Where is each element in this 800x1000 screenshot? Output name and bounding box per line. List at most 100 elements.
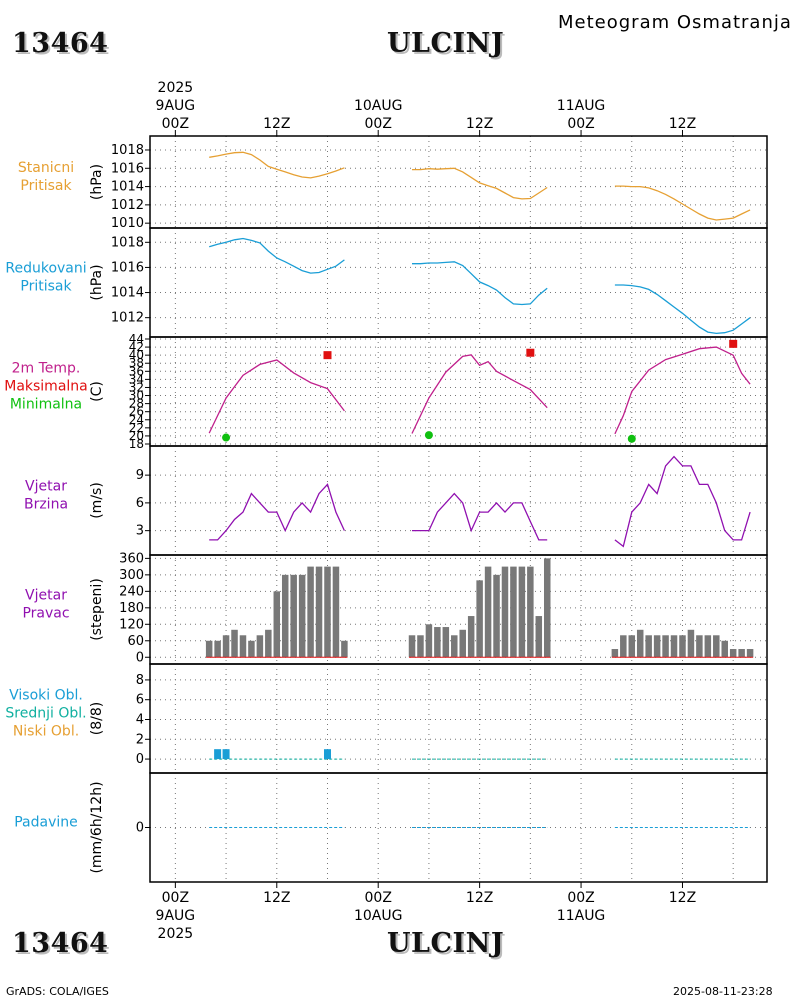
panel-label: Vjetar bbox=[25, 479, 67, 495]
y-tick-label: 8 bbox=[136, 673, 144, 688]
panel-label: Niski Obl. bbox=[13, 724, 79, 740]
y-tick-label: 32 bbox=[129, 380, 144, 394]
wind-direction-bar bbox=[476, 580, 483, 658]
y-tick-label: 18 bbox=[129, 437, 144, 451]
y-tick-label: 1016 bbox=[111, 161, 144, 176]
y-tick-label: 0 bbox=[136, 650, 144, 665]
wind-direction-bar bbox=[307, 566, 314, 658]
wind-direction-bar bbox=[281, 574, 289, 658]
y-tick-label: 240 bbox=[119, 584, 144, 599]
y-tick-label: 360 bbox=[119, 551, 144, 566]
tmin-marker bbox=[627, 434, 636, 443]
x-hour-label-top: 00Z bbox=[365, 116, 392, 132]
x-hour-label-bottom: 12Z bbox=[263, 890, 290, 906]
y-axis-label: (m/s) bbox=[89, 482, 105, 519]
station_pressure-line bbox=[412, 167, 548, 200]
panel-frame bbox=[149, 227, 768, 338]
y-tick-label: 42 bbox=[129, 340, 144, 354]
x-hour-label-bottom: 12Z bbox=[466, 890, 493, 906]
tmax-marker bbox=[323, 351, 332, 360]
y-tick-label: 300 bbox=[119, 568, 144, 583]
panel-label: Padavine bbox=[14, 815, 78, 831]
y-tick-label: 0 bbox=[136, 821, 144, 836]
y-tick-label: 20 bbox=[129, 429, 144, 443]
wind-direction-bar bbox=[662, 635, 669, 658]
y-tick-label: 2 bbox=[136, 732, 144, 747]
y-tick-label: 1012 bbox=[111, 311, 144, 326]
panel-label: Pritisak bbox=[20, 279, 72, 295]
credit-text: GrADS: COLA/IGES bbox=[6, 985, 109, 998]
y-tick-label: 180 bbox=[119, 601, 144, 616]
y-axis-label: (8/8) bbox=[89, 702, 105, 735]
y-tick-label: 60 bbox=[127, 634, 144, 649]
station_pressure-line bbox=[614, 185, 751, 221]
y-tick-label: 1014 bbox=[111, 180, 144, 195]
wind-direction-bar bbox=[332, 566, 340, 658]
wind-direction-bar bbox=[721, 640, 728, 658]
y-tick-label: 120 bbox=[119, 617, 144, 632]
wind-direction-bar bbox=[543, 558, 551, 658]
wind-direction-bar bbox=[408, 635, 416, 658]
y-tick-label: 28 bbox=[129, 397, 144, 411]
x-hour-label-top: 00Z bbox=[162, 116, 189, 132]
panel-label: Redukovani bbox=[5, 261, 86, 277]
y-tick-label: 24 bbox=[129, 413, 144, 427]
wind-direction-bar bbox=[518, 566, 526, 658]
high-cloud-bar bbox=[214, 749, 222, 760]
temperature-line bbox=[614, 346, 751, 435]
wind-direction-bar bbox=[713, 635, 720, 658]
high-cloud-bar bbox=[222, 749, 230, 760]
y-tick-label: 1012 bbox=[111, 198, 144, 213]
reduced_pressure-line bbox=[412, 261, 548, 306]
wind-direction-bar bbox=[290, 574, 297, 658]
wind-direction-bar bbox=[239, 635, 247, 658]
wind-direction-bar bbox=[729, 649, 737, 658]
panel-frame bbox=[149, 336, 768, 447]
wind-direction-bar bbox=[645, 635, 652, 658]
y-tick-label: 1010 bbox=[111, 216, 144, 231]
wind-direction-bar bbox=[484, 566, 492, 658]
y-tick-label: 4 bbox=[136, 712, 144, 727]
wind-direction-bar bbox=[222, 635, 230, 658]
wind-direction-bar bbox=[501, 566, 509, 658]
x-hour-label-top: 00Z bbox=[567, 116, 594, 132]
wind-direction-bar bbox=[696, 635, 703, 658]
y-tick-label: 38 bbox=[129, 356, 144, 370]
x-day-label-bottom: 9AUG bbox=[156, 908, 196, 924]
x-day-label-bottom: 11AUG bbox=[557, 908, 606, 924]
panel-label: Vjetar bbox=[25, 588, 67, 604]
wind-direction-bar bbox=[417, 635, 424, 658]
panel-label: Pravac bbox=[22, 606, 69, 622]
x-hour-label-bottom: 00Z bbox=[567, 890, 594, 906]
station-name-top: ULCINJ bbox=[387, 28, 505, 59]
reduced_pressure-line bbox=[209, 237, 345, 274]
tmin-marker bbox=[424, 431, 433, 440]
y-tick-label: 1018 bbox=[111, 235, 144, 250]
wind-direction-bar bbox=[738, 649, 745, 658]
y-axis-label: (mm/6h/12h) bbox=[89, 781, 105, 873]
station-id-bottom: 13464 bbox=[12, 928, 109, 959]
wind-direction-bar bbox=[687, 629, 695, 658]
wind-direction-bar bbox=[256, 635, 264, 658]
panel-label: Stanicni bbox=[18, 160, 74, 176]
y-tick-label: 1018 bbox=[111, 143, 144, 158]
wind-direction-bar bbox=[459, 629, 466, 658]
x-day-label-top: 9AUG bbox=[156, 98, 196, 114]
wind-direction-bar bbox=[653, 635, 661, 658]
x-day-label-bottom: 10AUG bbox=[354, 908, 403, 924]
panel-label: Brzina bbox=[24, 497, 68, 513]
y-tick-label: 34 bbox=[129, 372, 144, 386]
panel-frame bbox=[149, 663, 768, 774]
tmax-marker bbox=[526, 348, 535, 357]
tmax-marker bbox=[729, 339, 738, 348]
y-tick-label: 22 bbox=[129, 421, 144, 435]
wind-direction-bar bbox=[425, 624, 433, 658]
reduced_pressure-line bbox=[614, 284, 751, 335]
high-cloud-bar bbox=[323, 749, 331, 760]
footer-timestamp: 2025-08-11-23:28 bbox=[673, 985, 773, 998]
x-hour-label-bottom: 12Z bbox=[669, 890, 696, 906]
wind-direction-bar bbox=[620, 635, 627, 658]
x-day-label-top: 10AUG bbox=[354, 98, 403, 114]
x-hour-label-bottom: 00Z bbox=[365, 890, 392, 906]
